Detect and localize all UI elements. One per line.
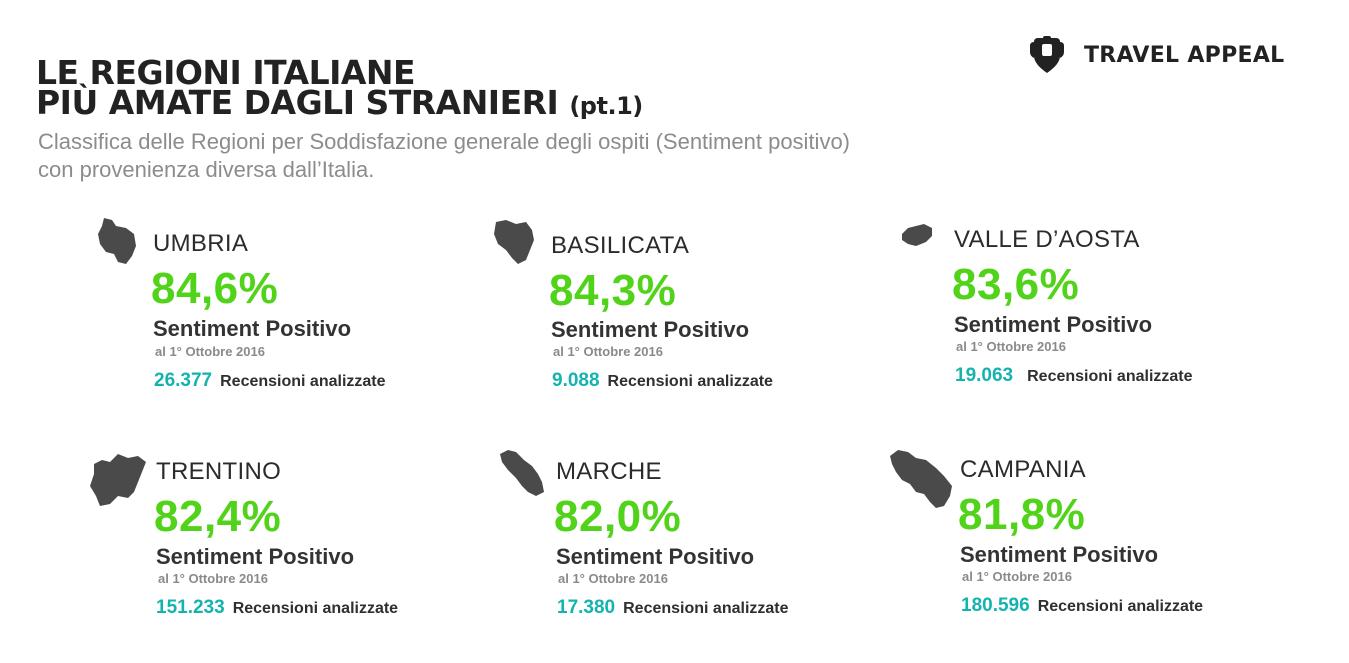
sentiment-percent: 83,6% xyxy=(952,260,1080,309)
sentiment-label: Sentiment Positivo xyxy=(153,316,352,341)
travel-appeal-logo-icon xyxy=(1030,36,1064,73)
reviews-count: 19.063 xyxy=(955,365,1014,386)
title-line-2: PIÙ AMATE DAGLI STRANIERI (pt.1) xyxy=(36,86,643,121)
region-name: UMBRIA xyxy=(153,230,249,257)
region-card-umbria: UMBRIA 84,6% Sentiment Positivo al 1° Ot… xyxy=(96,216,476,406)
reviews-row: 19.063 Recensioni analizzate xyxy=(955,365,1193,387)
date-label: al 1° Ottobre 2016 xyxy=(956,339,1066,354)
region-card-marche: MARCHE 82,0% Sentiment Positivo al 1° Ot… xyxy=(498,448,878,638)
basilicata-map-icon xyxy=(494,220,534,264)
reviews-count: 17.380 xyxy=(557,597,616,618)
reviews-row: 9.088 Recensioni analizzate xyxy=(552,370,773,392)
sentiment-label: Sentiment Positivo xyxy=(960,542,1159,567)
region-name: VALLE D’AOSTA xyxy=(954,226,1140,253)
subtitle-line-1: Classifica delle Regioni per Soddisfazio… xyxy=(38,129,851,154)
region-card-campania: CAMPANIA 81,8% Sentiment Positivo al 1° … xyxy=(888,448,1268,638)
title-line-2-text: PIÙ AMATE DAGLI STRANIERI xyxy=(36,83,559,122)
reviews-label: Recensioni analizzate xyxy=(607,373,773,390)
reviews-row: 26.377 Recensioni analizzate xyxy=(154,370,386,392)
reviews-row: 17.380 Recensioni analizzate xyxy=(557,597,789,619)
region-name: TRENTINO xyxy=(156,458,282,485)
reviews-label: Recensioni analizzate xyxy=(220,373,386,390)
sentiment-label: Sentiment Positivo xyxy=(551,317,750,342)
valle-daosta-map-icon xyxy=(902,224,932,246)
sentiment-label: Sentiment Positivo xyxy=(954,312,1153,337)
sentiment-label: Sentiment Positivo xyxy=(556,544,755,569)
reviews-label: Recensioni analizzate xyxy=(232,600,399,617)
sentiment-percent: 84,3% xyxy=(549,266,677,315)
umbria-map-icon xyxy=(98,218,136,264)
campania-map-icon xyxy=(890,450,952,508)
sentiment-percent: 82,0% xyxy=(554,492,682,541)
sentiment-label: Sentiment Positivo xyxy=(156,544,355,569)
reviews-count: 9.088 xyxy=(552,370,600,391)
subtitle: Classifica delle Regioni per Soddisfazio… xyxy=(38,128,998,184)
date-label: al 1° Ottobre 2016 xyxy=(155,344,265,359)
brand-name: TRAVEL APPEAL xyxy=(1084,42,1285,68)
reviews-label: Recensioni analizzate xyxy=(1027,368,1193,385)
region-card-basilicata: BASILICATA 84,3% Sentiment Positivo al 1… xyxy=(492,218,872,408)
date-label: al 1° Ottobre 2016 xyxy=(962,569,1072,584)
reviews-row: 180.596 Recensioni analizzate xyxy=(961,595,1203,617)
region-name: CAMPANIA xyxy=(960,456,1086,483)
reviews-count: 151.233 xyxy=(156,597,225,618)
region-name: MARCHE xyxy=(556,458,662,485)
region-card-valle-daosta: VALLE D’AOSTA 83,6% Sentiment Positivo a… xyxy=(900,222,1280,412)
sentiment-percent: 82,4% xyxy=(154,492,282,541)
brand-logo: TRAVEL APPEAL xyxy=(1030,36,1284,74)
title-suffix: (pt.1) xyxy=(569,92,643,120)
reviews-row: 151.233 Recensioni analizzate xyxy=(156,597,398,619)
page-title: LE REGIONI ITALIANE PIÙ AMATE DAGLI STRA… xyxy=(36,53,643,121)
marche-map-icon xyxy=(500,450,544,496)
date-label: al 1° Ottobre 2016 xyxy=(553,344,663,359)
date-label: al 1° Ottobre 2016 xyxy=(158,571,268,586)
sentiment-percent: 81,8% xyxy=(958,490,1086,539)
sentiment-percent: 84,6% xyxy=(151,264,279,313)
trentino-map-icon xyxy=(90,454,146,506)
region-card-trentino: TRENTINO 82,4% Sentiment Positivo al 1° … xyxy=(88,452,468,642)
title-line-1: LE REGIONI ITALIANE xyxy=(36,53,416,92)
region-name: BASILICATA xyxy=(551,232,690,259)
reviews-count: 26.377 xyxy=(154,370,213,391)
reviews-label: Recensioni analizzate xyxy=(1037,598,1204,615)
date-label: al 1° Ottobre 2016 xyxy=(558,571,668,586)
reviews-label: Recensioni analizzate xyxy=(623,600,789,617)
subtitle-line-2: con provenienza diversa dall’Italia. xyxy=(38,157,375,182)
reviews-count: 180.596 xyxy=(961,595,1030,616)
